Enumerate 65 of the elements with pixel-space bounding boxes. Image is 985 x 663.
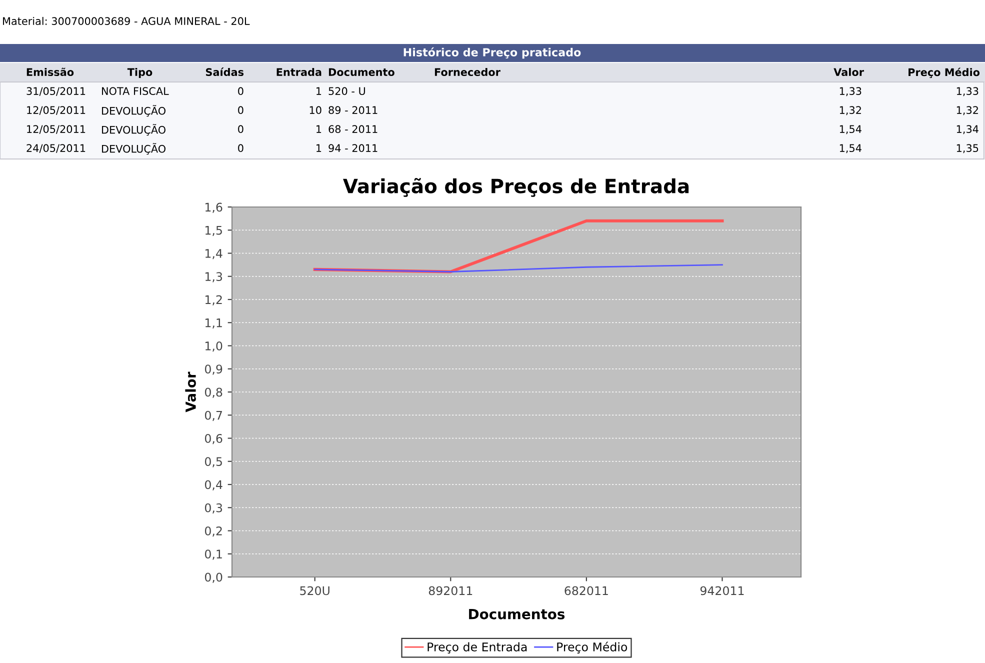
- text: 1: [316, 125, 322, 133]
- text: DEVOLUÇÃO: [102, 124, 166, 136]
- text: 1: [316, 144, 322, 152]
- y-tick-label: 1,6: [205, 202, 222, 213]
- y-tick-label: 0,3: [204, 503, 222, 514]
- y-tick-label: 0,7: [204, 410, 222, 421]
- line-series: [314, 264, 723, 272]
- x-tick-label: 942011: [700, 586, 744, 596]
- y-tick-label: 0,1: [204, 550, 222, 560]
- text: Emissão: [26, 68, 74, 76]
- text: 1,54: [840, 144, 862, 154]
- x-axis-title: Documentos: [469, 608, 565, 620]
- y-tick-label: 0,2: [204, 526, 222, 537]
- text: 12/05/2011: [27, 106, 86, 115]
- text: 1,54: [840, 125, 862, 134]
- x-tick-label: 520U: [300, 586, 330, 596]
- text: 0: [238, 125, 244, 134]
- text: Saídas: [206, 68, 244, 76]
- text: 31/05/2011: [26, 87, 86, 96]
- text: Tipo: [127, 68, 152, 78]
- text: 24/05/2011: [26, 144, 86, 153]
- x-tick-label: 892011: [428, 586, 472, 596]
- text: Material: 300700003689 - AGUA MINERAL - 20L: [3, 16, 250, 26]
- text: Fornecedor: [434, 68, 500, 76]
- y-tick-label: 1,0: [205, 341, 222, 352]
- text: NOTA FISCAL: [102, 87, 169, 96]
- y-tick-label: 1,3: [205, 272, 222, 282]
- text: 10: [310, 106, 322, 114]
- text: Entrada: [276, 68, 322, 76]
- text: Preço Médio: [908, 68, 980, 78]
- text: DEVOLUÇÃO: [102, 143, 166, 155]
- text: 68 - 2011: [328, 125, 378, 134]
- y-tick-label: 1,5: [205, 226, 222, 236]
- text: Valor: [834, 68, 864, 76]
- text: 1,34: [956, 125, 978, 134]
- text: 1,32: [840, 106, 861, 116]
- text: 1,33: [956, 87, 978, 96]
- text: 1,35: [956, 144, 978, 154]
- text: 89 - 2011: [328, 106, 378, 114]
- y-tick-label: 0,5: [204, 457, 222, 468]
- y-axis-title: Valor: [185, 372, 196, 412]
- text: 1,33: [840, 87, 862, 96]
- y-tick-label: 1,1: [205, 318, 222, 328]
- text: 94 - 2011: [328, 144, 378, 152]
- y-tick-label: 0,8: [204, 388, 222, 398]
- text: 0: [238, 144, 244, 152]
- y-tick-label: 0,0: [204, 572, 222, 583]
- text: 12/05/2011: [27, 125, 86, 134]
- y-tick-label: 0,4: [204, 480, 222, 490]
- text: 1: [316, 87, 322, 95]
- text: 0: [238, 106, 244, 114]
- text: 0: [238, 87, 244, 96]
- y-tick-label: 0,9: [204, 364, 222, 375]
- y-tick-label: 0,6: [204, 434, 222, 444]
- text: Histórico de Preço praticado: [404, 47, 581, 59]
- legend-label: Preço Médio: [557, 642, 628, 654]
- text: Documento: [328, 68, 394, 76]
- text: DEVOLUÇÃO: [102, 105, 166, 117]
- chart-title: Variação dos Preços de Entrada: [343, 178, 689, 197]
- text: 520 - U: [328, 87, 365, 96]
- text: 1,32: [956, 106, 978, 116]
- legend-label: Preço de Entrada: [428, 642, 527, 654]
- y-tick-label: 1,2: [205, 295, 222, 306]
- y-tick-label: 1,4: [205, 249, 222, 260]
- x-tick-label: 682011: [564, 586, 608, 596]
